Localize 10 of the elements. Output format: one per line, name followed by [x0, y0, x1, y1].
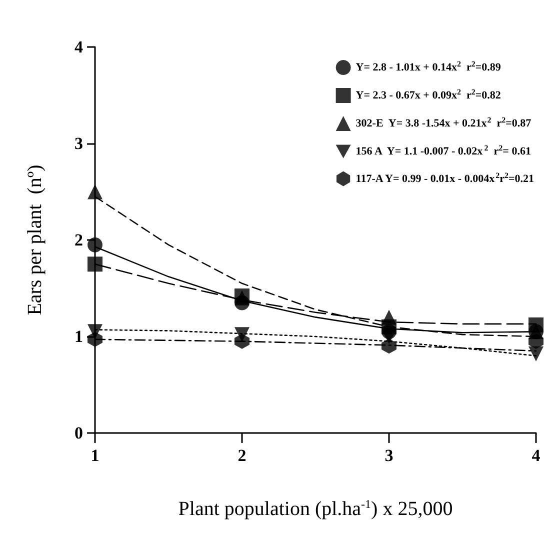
y-tick-label: 1 [74, 327, 83, 346]
y-axis-title: Ears per plant (nº) [24, 164, 46, 316]
x-tick-label: 4 [532, 446, 541, 465]
y-tick-label: 3 [74, 134, 83, 153]
x-tick-label: 3 [384, 446, 394, 465]
y-tick-label: 4 [74, 38, 84, 56]
x-tick-label: 1 [90, 446, 100, 465]
y-tick-label: 2 [74, 230, 83, 250]
y-tick-label: 0 [74, 424, 83, 442]
x-tick-label: 2 [238, 446, 246, 465]
